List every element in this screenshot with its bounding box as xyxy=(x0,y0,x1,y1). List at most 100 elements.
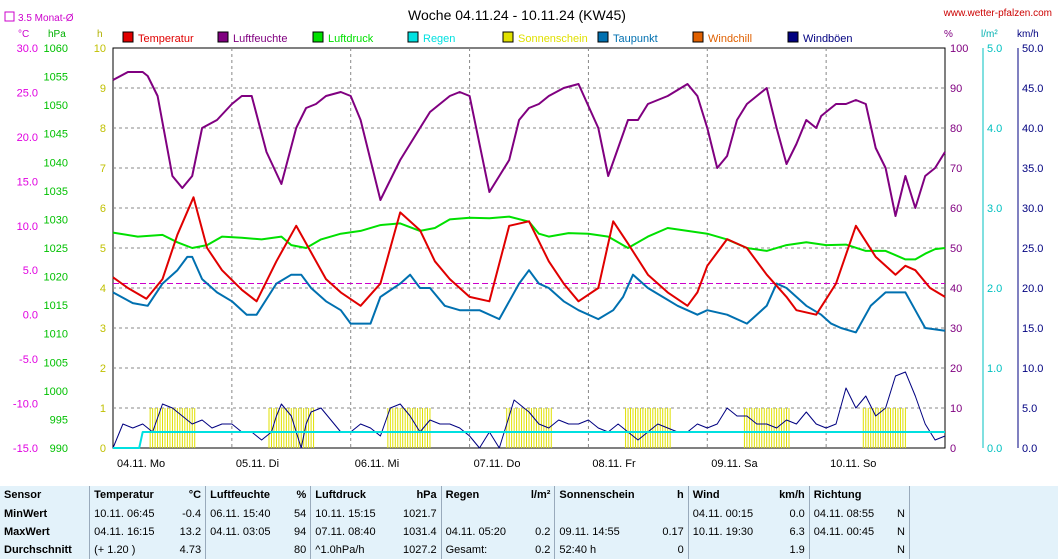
header-wind-unit: km/h xyxy=(779,489,805,502)
pressure-tick-label: 1035 xyxy=(44,186,68,198)
rain-tick-label: 5.0 xyxy=(987,43,1002,55)
wind-avg-value: 1.9 xyxy=(789,544,805,556)
sun-max-value: 0.17 xyxy=(662,526,684,539)
dir-avg-value: N xyxy=(897,544,905,556)
legend-swatch xyxy=(787,31,799,43)
pressure-unit: hPa xyxy=(48,29,66,40)
wind-tick-label: 40.0 xyxy=(1022,123,1043,135)
row-label: MinWert xyxy=(4,508,48,521)
humidity-tick-label: 20 xyxy=(950,363,962,375)
dir-max-value: N xyxy=(897,526,905,539)
temp-tick-label: 20.0 xyxy=(17,132,38,144)
series-line-temperatur xyxy=(112,196,946,316)
sun-tick-label: 9 xyxy=(100,83,106,95)
dir-max-time: 04.11. 00:45 xyxy=(808,523,891,542)
header-rain-unit: l/m² xyxy=(530,489,551,502)
day-tick-label: 08.11. Fr xyxy=(592,458,636,470)
header-press-unit: hPa xyxy=(416,489,437,502)
wind-tick-label: 45.0 xyxy=(1022,83,1043,95)
sun-tick-label: 8 xyxy=(100,123,106,135)
legend-label: Windchill xyxy=(708,33,752,45)
row-label: MaxWert xyxy=(4,526,50,539)
temp-tick-label: 30.0 xyxy=(17,43,38,55)
pressure-tick-label: 1005 xyxy=(44,357,68,369)
humidity-tick-label: 90 xyxy=(950,83,962,95)
temp-min-time: 10.11. 06:45 xyxy=(89,505,171,524)
filler-cell xyxy=(909,541,1058,559)
summary-table: Sensor Temperatur °C Luftfeuchte % Luftd… xyxy=(0,486,1058,559)
sun-tick-label: 6 xyxy=(100,203,106,215)
legend-item: Luftdruck xyxy=(312,31,374,45)
press-avg-note: ^1.0hPa/h xyxy=(310,541,392,559)
press-min-time: 10.11. 15:15 xyxy=(310,505,392,524)
temp-avg-note: (+ 1.20 ) xyxy=(89,541,171,559)
legend-label: Luftfeuchte xyxy=(233,33,287,45)
temp-tick-label: 5.0 xyxy=(23,265,38,277)
header-dir-unit xyxy=(890,486,909,505)
wind-tick-label: 0.0 xyxy=(1022,443,1037,455)
legend-item: Taupunkt xyxy=(597,31,658,45)
grid xyxy=(112,47,946,449)
pressure-tick-label: 1000 xyxy=(44,386,68,398)
rain-max-value: 0.2 xyxy=(535,526,551,539)
wind-tick-label: 25.0 xyxy=(1022,243,1043,255)
day-tick-label: 06.11. Mi xyxy=(355,458,399,470)
humidity-tick-label: 100 xyxy=(950,43,968,55)
header-temp-unit: °C xyxy=(188,489,202,502)
humidity-unit: % xyxy=(944,29,953,40)
header-hum: Luftfeuchte xyxy=(205,486,287,506)
axes: 30.025.020.015.010.05.00.0-5.0-10.0-15.0… xyxy=(13,43,1044,470)
summary-row-avg: Durchschnitt (+ 1.20 ) 4.73 80 ^1.0hPa/h… xyxy=(0,541,1058,559)
hum-max-value: 94 xyxy=(294,526,307,539)
pressure-tick-label: 1050 xyxy=(44,100,68,112)
pressure-tick-label: 1045 xyxy=(44,129,68,141)
rain-tick-label: 4.0 xyxy=(987,123,1002,135)
hum-avg-note xyxy=(205,541,287,559)
legend: Temperatur Luftfeuchte Luftdruck Regen Sonne… xyxy=(122,31,853,45)
wind-tick-label: 35.0 xyxy=(1022,163,1043,175)
rain-unit: l/m² xyxy=(981,29,998,40)
wind-min-time: 04.11. 00:15 xyxy=(687,505,770,524)
temp-min-value: -0.4 xyxy=(182,508,202,521)
header-sun-unit: h xyxy=(677,489,684,502)
sun-total-note: 52:40 h xyxy=(554,541,654,559)
rain-tick-label: 0.0 xyxy=(987,443,1002,455)
temp-tick-label: 25.0 xyxy=(17,87,38,99)
legend-swatch xyxy=(122,31,134,43)
legend-label: Taupunkt xyxy=(613,33,658,45)
pressure-tick-label: 1030 xyxy=(44,214,68,226)
rain-total-value: 0.2 xyxy=(535,544,551,556)
temp-tick-label: -10.0 xyxy=(13,399,38,411)
header-filler xyxy=(909,486,1058,506)
sun-tick-label: 7 xyxy=(100,163,106,175)
day-tick-label: 09.11. Sa xyxy=(711,458,758,470)
legend-swatch xyxy=(407,31,419,43)
pressure-tick-label: 1015 xyxy=(44,300,68,312)
series-line-luftdruck xyxy=(112,215,946,261)
wind-tick-label: 50.0 xyxy=(1022,43,1043,55)
humidity-tick-label: 80 xyxy=(950,123,962,135)
pressure-tick-label: 1020 xyxy=(44,272,68,284)
day-tick-label: 04.11. Mo xyxy=(117,458,165,470)
summary-header-row: Sensor Temperatur °C Luftfeuchte % Luftd… xyxy=(0,486,1058,506)
pressure-tick-label: 995 xyxy=(50,414,68,426)
rain-min-time xyxy=(440,505,522,524)
day-tick-label: 07.11. Do xyxy=(474,458,521,470)
pressure-tick-label: 1040 xyxy=(44,157,68,169)
series-line-taupunkt xyxy=(112,255,946,334)
row-label: Durchschnitt xyxy=(4,544,72,556)
wind-avg-note xyxy=(687,541,770,559)
press-max-value: 1031.4 xyxy=(402,526,437,539)
rain-min-value xyxy=(522,505,555,523)
rain-tick-label: 2.0 xyxy=(987,283,1002,295)
legend-swatch xyxy=(597,31,609,43)
header-hum-unit: % xyxy=(296,489,307,502)
hum-min-value: 54 xyxy=(294,508,307,521)
sun-avg-value: 0 xyxy=(677,544,684,556)
wind-min-value: 0.0 xyxy=(789,508,805,521)
humidity-tick-label: 50 xyxy=(950,243,962,255)
pressure-tick-label: 1025 xyxy=(44,243,68,255)
pressure-tick-label: 1060 xyxy=(44,43,68,55)
header-wind: Wind xyxy=(687,486,770,506)
site-url: www.wetter-pfalzen.com xyxy=(943,8,1052,19)
